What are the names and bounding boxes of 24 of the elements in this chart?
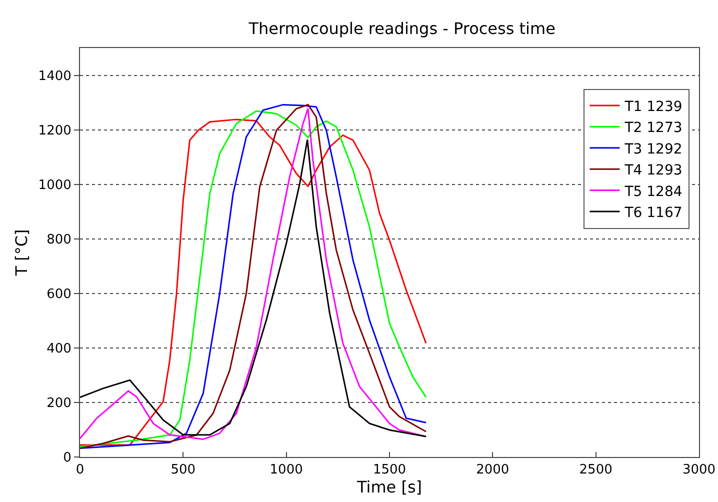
x-tick-label: 2500 — [579, 462, 612, 478]
y-tick-label: 800 — [46, 232, 72, 248]
x-tick-label: 0 — [76, 462, 84, 478]
legend-label: T6 1167 — [624, 204, 682, 221]
x-tick-label: 1500 — [372, 462, 406, 478]
y-axis-title: T [°C] — [12, 229, 32, 277]
y-tick-label: 1400 — [38, 68, 72, 84]
x-tick-label: 3000 — [682, 462, 716, 478]
x-tick-label: 500 — [170, 462, 196, 478]
legend-label: T4 1293 — [624, 162, 682, 179]
chart-title: Thermocouple readings - Process time — [248, 18, 556, 38]
y-tick-label: 1000 — [38, 178, 72, 193]
legend-label: T2 1273 — [624, 120, 682, 136]
x-tick-label: 1000 — [270, 462, 303, 478]
y-tick-label: 600 — [46, 286, 72, 302]
y-tick-label: 1200 — [38, 123, 72, 138]
y-tick-label: 200 — [46, 396, 72, 412]
x-axis-title: Time [s] — [356, 478, 422, 497]
y-tick-label: 0 — [63, 450, 72, 466]
legend-label: T5 1284 — [624, 184, 682, 200]
x-tick-label: 2000 — [476, 462, 510, 478]
y-tick-label: 400 — [46, 341, 72, 356]
legend-label: T1 1239 — [624, 98, 682, 115]
legend-label: T3 1292 — [624, 141, 682, 158]
